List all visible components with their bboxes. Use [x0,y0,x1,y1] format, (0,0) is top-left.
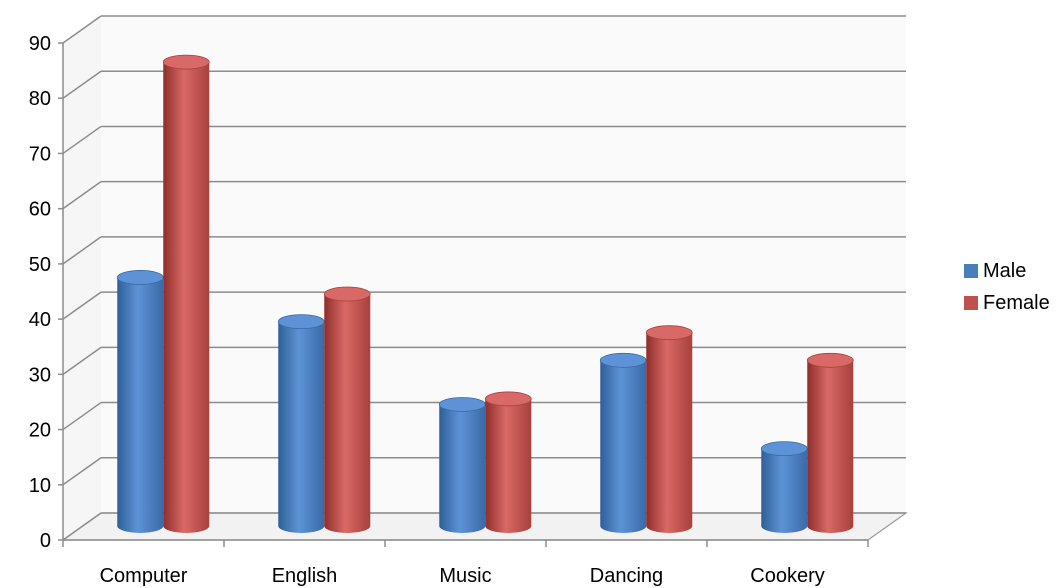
bar-body [761,448,808,533]
bar-top [484,391,532,407]
bar-female-english [323,286,371,533]
legend-label-female: Female [983,291,1050,314]
bar-male-dancing [599,352,647,533]
x-tick-label: Dancing [590,565,663,587]
bar-top [116,270,164,285]
x-tick-label: Cookery [750,565,824,587]
gridline-diagonal [62,512,102,541]
legend-swatch-female [964,296,978,310]
gridline-diagonal [62,125,102,155]
y-tick-label: 50 [29,254,51,276]
bar-top [806,352,854,368]
bar-male-english [277,314,325,533]
y-tick-label: 0 [40,530,51,552]
gridline-diagonal [62,457,102,486]
legend-swatch-male [964,264,978,278]
gridline-diagonal [62,401,102,431]
bar-body [807,360,854,533]
bar-top [277,314,325,330]
bar-male-computer [116,270,164,533]
gridlines [62,15,906,541]
bar-top [645,325,693,341]
bars [116,54,854,533]
gridline-diagonal [62,291,102,320]
bar-female-computer [162,54,210,533]
bar-body [324,294,371,533]
y-tick-label: 60 [29,199,51,221]
x-axis-ticks: Computer English Music Dancing Cookery [62,540,869,587]
bar-body [278,321,325,533]
bar-body [439,404,486,533]
bar-body [646,332,693,533]
bar-body [485,398,532,533]
axes [62,43,868,541]
bar-top [760,441,808,457]
y-tick-label: 80 [29,88,51,110]
bar-female-music [484,391,532,533]
legend-item-male: Male [964,255,1050,287]
legend: Male Female [964,255,1050,319]
bar-body [117,277,164,533]
bar-top [599,352,647,368]
bar-top [162,54,210,70]
y-tick-label: 30 [29,364,51,386]
y-tick-label: 70 [29,143,51,165]
gridline-diagonal [62,181,102,210]
bar-body [163,62,210,533]
y-tick-label: 40 [29,309,51,331]
y-axis-ticks: 0 10 20 30 40 50 60 70 80 90 [29,33,63,552]
bar-male-cookery [760,441,808,533]
y-tick-label: 90 [29,33,51,55]
bar-body [600,360,647,533]
x-tick-label: Music [439,565,491,587]
bar-top [323,286,371,302]
gridline-diagonal [62,70,102,99]
bar-male-music [438,397,486,533]
y-tick-label: 20 [29,420,51,442]
bar-female-cookery [806,352,854,533]
bar-top [438,397,486,412]
bar-female-dancing [645,325,693,533]
x-tick-label: English [272,565,338,587]
gridline-diagonal [62,236,102,265]
legend-label-male: Male [983,259,1027,282]
x-tick-label: Computer [100,565,188,587]
y-tick-label: 10 [29,475,51,497]
legend-item-female: Female [964,287,1050,319]
gridline-diagonal [62,346,102,375]
gridline-diagonal [62,15,102,44]
